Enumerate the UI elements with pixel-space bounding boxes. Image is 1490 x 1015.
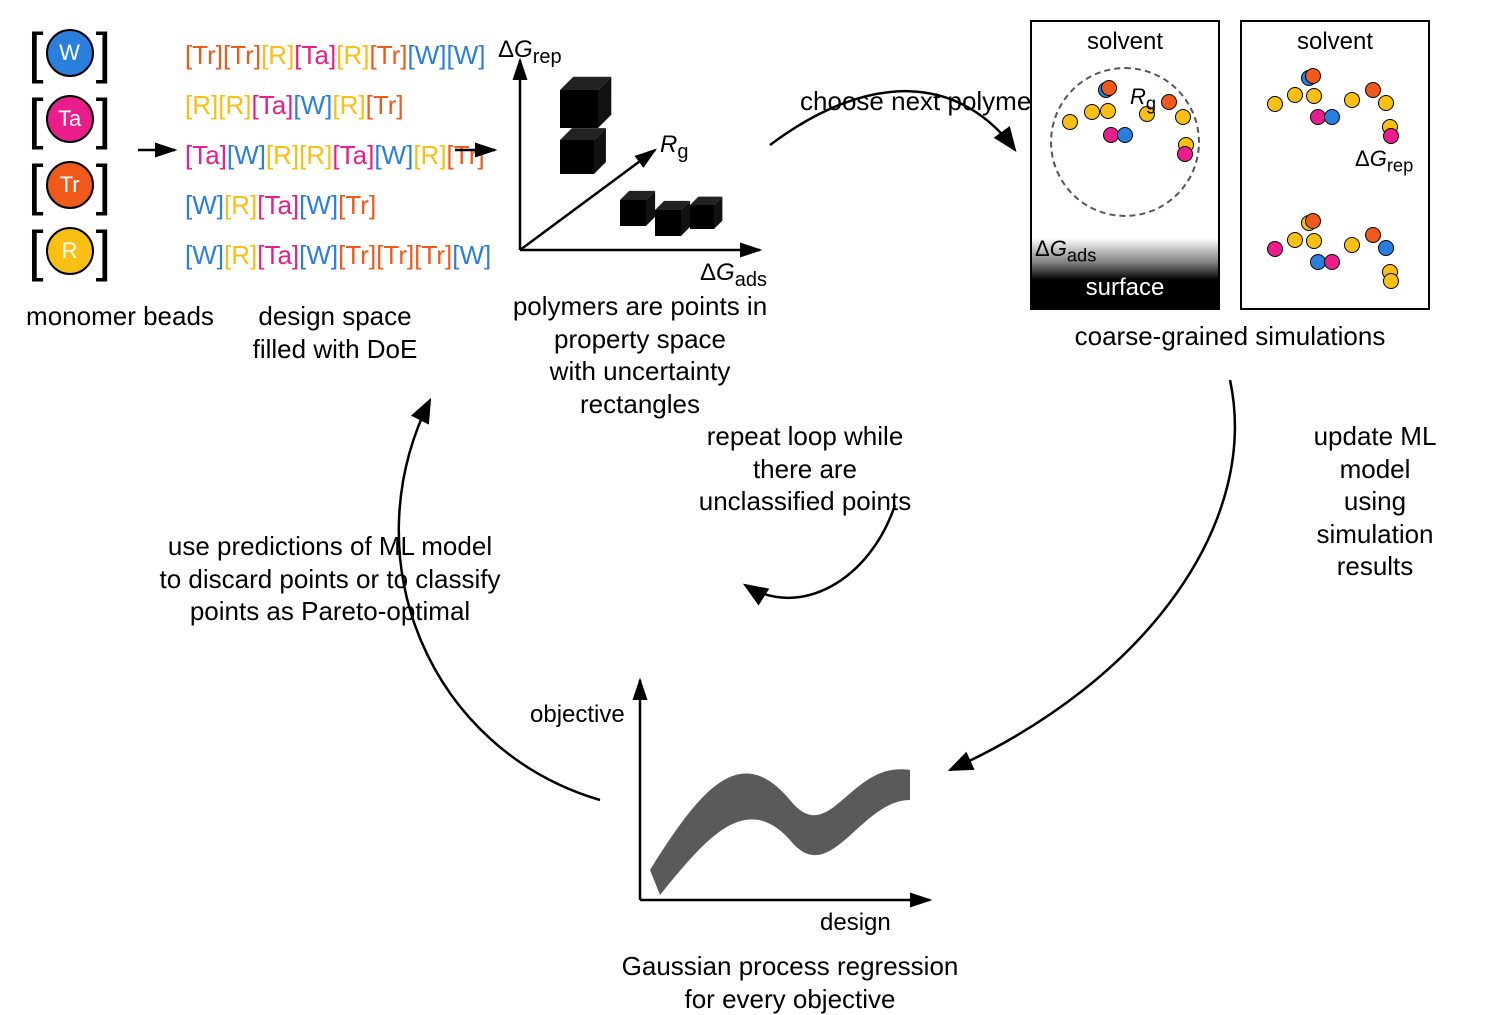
dGrep-label-sim: ΔGrep (1355, 145, 1413, 177)
repeat-loop-caption: repeat loop while there are unclassified… (680, 420, 930, 518)
chain-bead (1378, 95, 1394, 111)
rg-label-sim: Rg (1130, 83, 1156, 115)
solvent-label-right: solvent (1242, 28, 1428, 56)
chain-bead (1324, 109, 1340, 125)
solvent-label-left: solvent (1032, 28, 1218, 56)
chain-bead (1344, 92, 1360, 108)
use-predictions-caption: use predictions of ML model to discard p… (120, 530, 540, 628)
chain-bead (1344, 237, 1360, 253)
gp-caption: Gaussian process regression for every ob… (590, 950, 990, 1015)
chain-bead (1117, 127, 1133, 143)
surface-label: surface (1032, 274, 1218, 302)
chain-bead (1287, 87, 1303, 103)
axis-label-dGads: ΔGads (700, 258, 767, 293)
chain-bead (1306, 233, 1322, 249)
dGads-label-sim: ΔGads (1035, 235, 1096, 267)
chain-bead (1101, 80, 1117, 96)
chain-bead (1305, 68, 1321, 84)
chain-bead (1365, 227, 1381, 243)
gp-axis-design: design (820, 908, 891, 938)
coarse-grained-caption: coarse-grained simulations (1030, 320, 1430, 353)
gp-chart (640, 680, 930, 900)
chain-bead (1383, 128, 1399, 144)
chain-bead (1100, 103, 1116, 119)
axis-label-dGrep: ΔGrep (498, 35, 562, 70)
chain-bead (1365, 82, 1381, 98)
property-space-caption: polymers are points in property space wi… (490, 290, 790, 420)
chain-bead (1306, 88, 1322, 104)
property-space-cubes (560, 77, 722, 236)
chain-bead (1084, 104, 1100, 120)
chain-bead (1267, 96, 1283, 112)
arrow-update-ml (950, 380, 1235, 770)
chain-bead (1378, 240, 1394, 256)
axis-label-Rg: Rg (660, 130, 688, 165)
chain-bead (1383, 273, 1399, 289)
chain-bead (1161, 94, 1177, 110)
update-ml-caption: update ML model using simulation results (1290, 420, 1460, 583)
chain-bead (1287, 232, 1303, 248)
gp-axis-objective: objective (530, 700, 625, 730)
arrow-repeat-loop (745, 505, 895, 598)
chain-bead (1177, 146, 1193, 162)
choose-next-caption: choose next polymer (790, 85, 1050, 118)
chain-bead (1324, 254, 1340, 270)
chain-bead (1305, 213, 1321, 229)
chain-bead (1267, 241, 1283, 257)
chain-bead (1175, 109, 1191, 125)
